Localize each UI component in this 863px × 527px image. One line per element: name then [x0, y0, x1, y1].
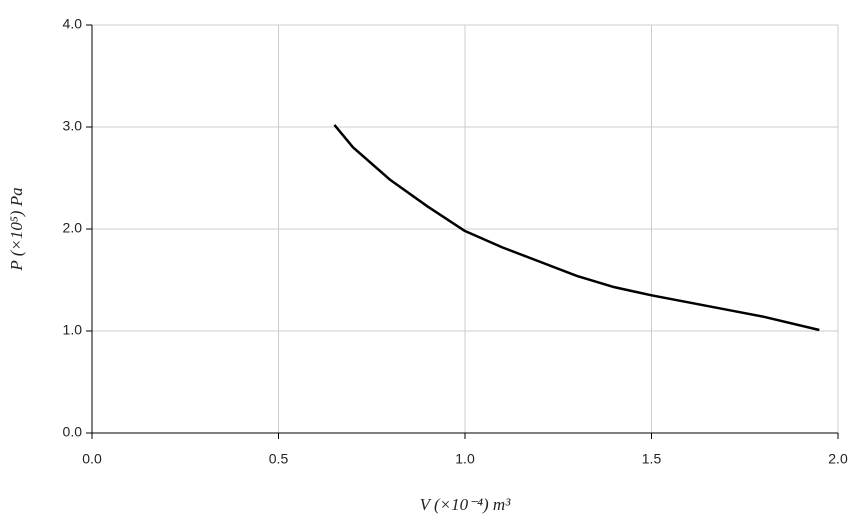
- x-tick-label: 1.5: [642, 451, 662, 467]
- x-axis-label: V (×10⁻⁴) m³: [420, 495, 512, 514]
- y-tick-label: 4.0: [63, 16, 83, 32]
- x-tick-label: 2.0: [828, 451, 848, 467]
- x-tick-label: 0.0: [82, 451, 102, 467]
- line: [333, 124, 820, 332]
- y-tick-label: 2.0: [63, 220, 83, 236]
- y-tick-label: 0.0: [63, 424, 83, 440]
- y-tick-label: 1.0: [63, 322, 83, 338]
- y-axis-label: P (×10⁵) Pa: [7, 187, 26, 271]
- x-tick-label: 0.5: [269, 451, 289, 467]
- x-tick-label: 1.0: [455, 451, 475, 467]
- y-tick-label: 3.0: [63, 118, 83, 134]
